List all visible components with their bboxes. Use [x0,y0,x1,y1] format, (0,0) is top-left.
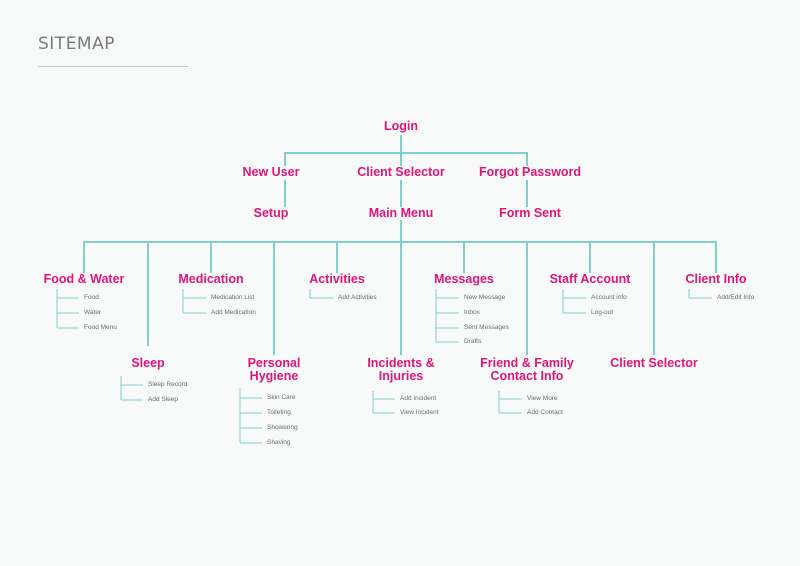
node-incidents-line1: Incidents & [367,356,435,370]
sub-item-add-incident: Add Incident [400,395,437,402]
node-client-selector-bottom: Client Selector [608,356,700,370]
node-medication: Medication [176,272,246,286]
node-sleep: Sleep [129,356,167,370]
bracket-staff-account [562,289,586,314]
sub-item-drafts: Drafts [464,338,482,345]
sub-item-medication-list: Medication List [211,294,255,301]
node-personal-hygiene-line1: Personal [247,356,301,370]
bracket-food-water [56,289,79,329]
sub-item-add-medication: Add Medication [211,309,256,316]
node-new-user: New User [240,165,302,179]
sub-item-food: Food [84,294,99,301]
bracket-medication [182,289,206,314]
sub-item-add-sleep: Add Sleep [148,396,178,403]
node-personal-hygiene: Personal Hygiene [245,356,303,383]
sub-item-add-activities: Add Activities [338,294,377,301]
node-activities: Activities [307,272,367,286]
connector-main-menu-bus [83,220,717,243]
bracket-activities [309,289,333,299]
node-setup: Setup [251,206,291,220]
node-forgot-password: Forgot Password [476,165,584,179]
bracket-client-info [688,289,712,299]
node-staff-account: Staff Account [547,272,633,286]
sub-item-skin-care: Skin Care [267,394,296,401]
node-incidents-line2: Injuries [378,369,424,383]
sub-item-sleep-record: Sleep Record [148,381,188,388]
node-client-info: Client Info [683,272,749,286]
sub-item-toileting: Toileting [267,409,291,416]
title-divider [38,66,188,67]
node-friend-family-line2: Contact Info [490,369,564,383]
sub-item-showering: Showering [267,424,298,431]
node-main-menu: Main Menu [366,206,436,220]
sub-item-add-edit-info: Add/Edit Info [717,294,755,301]
bracket-messages [435,289,459,343]
bracket-friend-family [498,391,522,414]
node-friend-family: Friend & Family Contact Info [478,357,576,383]
page-title: SITEMAP [38,34,115,54]
sub-item-view-more: View More [527,395,558,402]
sub-item-sent-messages: Sent Messages [464,324,509,331]
connector-login [284,135,528,167]
sub-item-add-contact: Add Contact [527,409,563,416]
bracket-personal-hygiene [239,388,262,444]
sub-item-inbox: Inbox [464,309,480,316]
bracket-incidents [372,391,395,414]
sub-item-log-out: Log-out [591,309,614,316]
node-personal-hygiene-line2: Hygiene [249,369,299,383]
node-login: Login [381,119,421,133]
node-form-sent: Form Sent [497,206,563,220]
node-food-water: Food & Water [41,272,127,286]
node-messages: Messages [432,272,496,286]
node-client-selector-top: Client Selector [355,165,447,179]
sub-item-shaving: Shaving [267,439,291,446]
sub-item-view-incident: View Incident [400,409,439,416]
sub-item-account-info: Account info [591,294,627,301]
node-friend-family-line1: Friend & Family [480,356,574,370]
sub-item-water: Water [84,309,102,316]
node-incidents: Incidents & Injuries [365,356,437,383]
sub-item-food-menu: Food Menu [84,324,117,331]
sub-item-new-message: New Message [464,294,506,301]
bracket-sleep [120,376,143,401]
